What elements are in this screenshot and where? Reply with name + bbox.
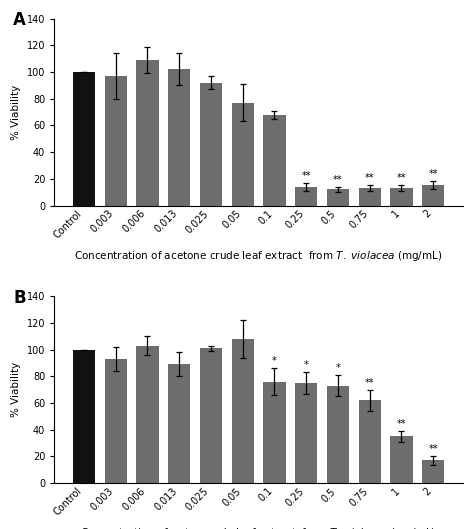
Bar (137, 345, 158, 483)
Text: **: ** (333, 175, 343, 185)
Text: *: * (272, 357, 277, 367)
Text: **: ** (365, 174, 374, 184)
Bar (105, 359, 127, 483)
Bar (390, 188, 412, 205)
Text: **: ** (428, 169, 438, 179)
Text: *: * (304, 360, 309, 370)
Bar (73, 72, 95, 205)
Bar (232, 103, 254, 205)
Bar (358, 188, 381, 205)
Bar (73, 350, 95, 483)
Bar (105, 76, 127, 205)
Bar (295, 187, 317, 205)
Text: **: ** (397, 419, 406, 429)
Text: B: B (13, 289, 26, 307)
Text: *: * (336, 363, 340, 373)
Bar (232, 339, 254, 483)
Bar (200, 348, 222, 483)
Text: **: ** (397, 174, 406, 184)
Bar (200, 83, 222, 205)
Bar (263, 115, 285, 205)
Y-axis label: % Viability: % Viability (11, 362, 21, 417)
Y-axis label: % Viability: % Viability (11, 85, 21, 140)
Text: **: ** (365, 378, 374, 388)
Bar (422, 186, 444, 205)
X-axis label: Concentration of acetone crude leaf extract  from $\it{T.\ violacea}$ (mg/mL): Concentration of acetone crude leaf extr… (74, 249, 443, 262)
Text: A: A (13, 11, 26, 29)
Bar (137, 60, 158, 205)
Bar (327, 189, 349, 205)
Bar (168, 69, 190, 205)
Bar (168, 364, 190, 483)
X-axis label: Concentration of water crude leaf extract  from $\it{T.\ violacea}$ (mg/mL): Concentration of water crude leaf extrac… (81, 526, 437, 529)
Text: **: ** (428, 444, 438, 454)
Bar (327, 386, 349, 483)
Bar (295, 383, 317, 483)
Bar (390, 436, 412, 483)
Bar (263, 382, 285, 483)
Text: **: ** (301, 171, 311, 181)
Bar (422, 461, 444, 483)
Bar (358, 400, 381, 483)
